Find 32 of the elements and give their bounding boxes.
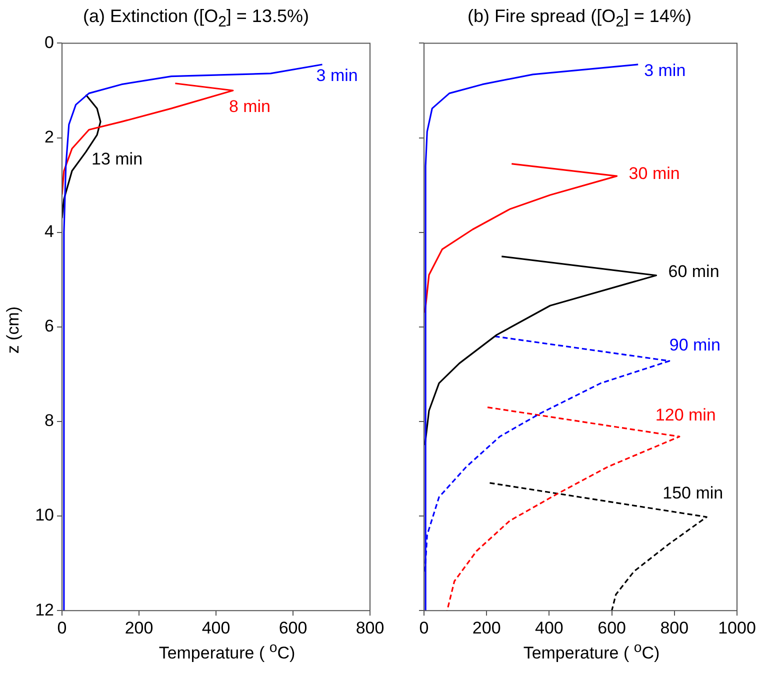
x-tick-label: 400 bbox=[535, 618, 564, 638]
y-tick-label: 6 bbox=[44, 316, 54, 336]
x-tick-label: 0 bbox=[57, 618, 67, 638]
y-tick-label: 8 bbox=[44, 411, 54, 430]
x-tick-label: 200 bbox=[124, 618, 154, 638]
y-axis-title: z (cm) bbox=[3, 306, 24, 354]
y-tick-label: 12 bbox=[35, 600, 54, 620]
x-axis-title: Temperature ( $^{o}$C) bbox=[522, 640, 661, 664]
y-tick-label: 10 bbox=[35, 506, 54, 525]
x-tick-label: 600 bbox=[278, 618, 308, 638]
y-tick-label: 2 bbox=[44, 127, 54, 146]
x-tick-label: 800 bbox=[660, 618, 689, 638]
x-axis-title: Temperature ( $^{o}$C) bbox=[158, 640, 296, 664]
series-label: 3 min bbox=[316, 66, 358, 86]
y-tick-label: 4 bbox=[44, 222, 54, 242]
chart-title: (a) Extinction ([O$_{2}$] = 13.5%) bbox=[82, 6, 310, 31]
series-label: 13 min bbox=[92, 149, 143, 168]
series-label: 3 min bbox=[644, 61, 686, 80]
series-label: 8 min bbox=[228, 97, 271, 116]
x-tick-label: 400 bbox=[202, 618, 230, 638]
series-label: 90 min bbox=[669, 336, 720, 355]
x-tick-label: 800 bbox=[356, 618, 384, 638]
chart-title: (b) Fire spread ([O$_{2}$] = 14%) bbox=[466, 6, 692, 31]
series-label: 30 min bbox=[628, 164, 680, 183]
series-label: 150 min bbox=[662, 484, 724, 503]
x-tick-label: 1000 bbox=[718, 618, 756, 638]
x-tick-label: 0 bbox=[419, 618, 429, 638]
series-label: 60 min bbox=[668, 262, 720, 282]
y-tick-label: 0 bbox=[44, 32, 54, 52]
x-tick-label: 200 bbox=[472, 618, 501, 638]
series-label: 120 min bbox=[655, 405, 716, 424]
x-tick-label: 600 bbox=[598, 618, 626, 638]
